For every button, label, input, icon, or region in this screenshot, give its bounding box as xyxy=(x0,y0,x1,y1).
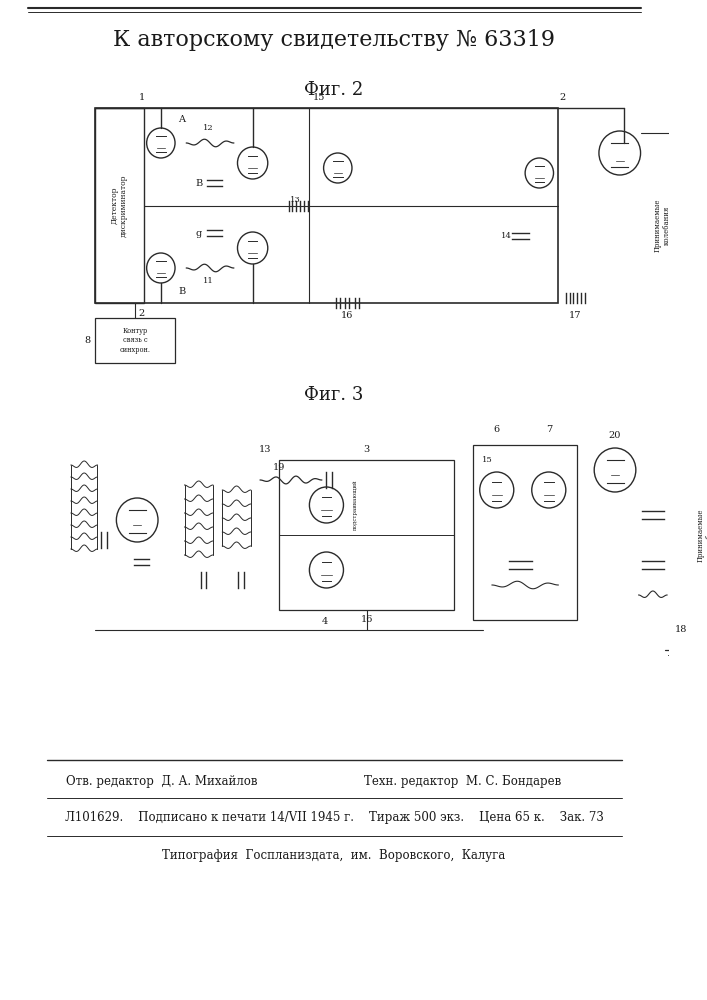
Text: 19: 19 xyxy=(273,462,286,472)
Text: 1: 1 xyxy=(139,94,145,103)
Text: Техн. редактор  М. С. Бондарев: Техн. редактор М. С. Бондарев xyxy=(364,776,561,788)
Text: 4: 4 xyxy=(322,617,327,626)
Text: 14: 14 xyxy=(501,232,512,239)
Bar xyxy=(95,108,559,303)
Text: Типография  Госпланиздата,  им.  Воровского,  Калуга: Типография Госпланиздата, им. Воровского… xyxy=(163,850,506,862)
Text: A: A xyxy=(178,115,185,124)
Text: 2: 2 xyxy=(139,308,145,318)
Bar xyxy=(279,460,454,610)
Text: 16: 16 xyxy=(341,310,354,320)
Text: 15: 15 xyxy=(482,456,493,464)
Bar xyxy=(473,445,577,620)
Text: подстраивающий: подстраивающий xyxy=(352,480,357,530)
Text: 12: 12 xyxy=(203,124,214,132)
Text: 16: 16 xyxy=(361,615,373,624)
Text: Фиг. 2: Фиг. 2 xyxy=(305,81,363,99)
Text: 3: 3 xyxy=(363,446,370,454)
Text: 18: 18 xyxy=(675,626,687,635)
Text: 11: 11 xyxy=(203,277,214,285)
Text: 7: 7 xyxy=(546,426,552,434)
Text: 15: 15 xyxy=(312,94,325,103)
Text: 2: 2 xyxy=(560,94,566,103)
Text: 17: 17 xyxy=(569,310,582,320)
Text: Отв. редактор  Д. А. Михайлов: Отв. редактор Д. А. Михайлов xyxy=(66,776,258,788)
Bar xyxy=(95,318,175,363)
Text: Л101629.    Подписано к печати 14/VII 1945 г.    Тираж 500 экз.    Цена 65 к.   : Л101629. Подписано к печати 14/VII 1945 … xyxy=(64,812,604,824)
Text: B: B xyxy=(195,178,202,188)
Text: К авторскому свидетельству № 63319: К авторскому свидетельству № 63319 xyxy=(113,29,555,51)
Text: 20: 20 xyxy=(609,430,621,440)
Text: Фиг. 3: Фиг. 3 xyxy=(304,386,363,404)
Text: B: B xyxy=(178,286,185,296)
Text: Принимаемые
колебания: Принимаемые колебания xyxy=(654,199,671,252)
Text: Детектор
дискриминатор: Детектор дискриминатор xyxy=(110,174,128,237)
Bar xyxy=(95,108,144,303)
Text: Принимаемые
колебания: Принимаемые колебания xyxy=(696,508,707,562)
Text: g: g xyxy=(196,229,201,237)
Text: 13: 13 xyxy=(259,446,271,454)
Text: 8: 8 xyxy=(84,336,90,345)
Text: 13: 13 xyxy=(290,196,300,205)
Text: Контур
связь с
синхрон.: Контур связь с синхрон. xyxy=(119,327,151,354)
Text: 6: 6 xyxy=(493,426,500,434)
